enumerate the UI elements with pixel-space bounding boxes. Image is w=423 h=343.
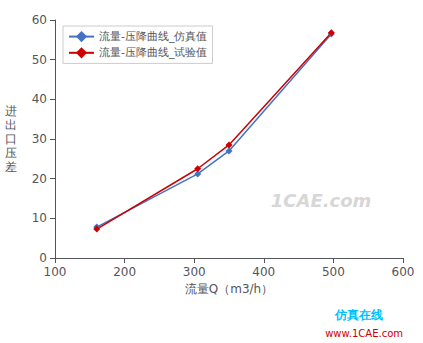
- svg-text:40: 40: [32, 92, 47, 106]
- svg-text:200: 200: [113, 265, 136, 279]
- svg-text:压: 压: [5, 146, 17, 160]
- svg-text:差: 差: [5, 160, 17, 174]
- svg-text:50: 50: [32, 53, 47, 67]
- svg-text:1CAE.com: 1CAE.com: [271, 190, 372, 211]
- svg-text:0: 0: [39, 251, 47, 265]
- svg-text:400: 400: [252, 265, 275, 279]
- svg-text:500: 500: [322, 265, 345, 279]
- svg-text:口: 口: [5, 132, 17, 146]
- svg-text:600: 600: [392, 265, 415, 279]
- svg-text:300: 300: [183, 265, 206, 279]
- svg-text:10: 10: [32, 211, 47, 225]
- svg-text:仿真在线: 仿真在线: [334, 308, 383, 322]
- svg-text:进: 进: [5, 104, 17, 118]
- svg-text:30: 30: [32, 132, 47, 146]
- svg-text:出: 出: [5, 118, 17, 132]
- svg-text:100: 100: [44, 265, 67, 279]
- svg-text:20: 20: [32, 172, 47, 186]
- svg-text:www.1CAE.com: www.1CAE.com: [325, 328, 403, 339]
- svg-text:流量-压降曲线_仿真值: 流量-压降曲线_仿真值: [99, 30, 207, 43]
- svg-text:流量Q（m3/h）: 流量Q（m3/h）: [185, 282, 273, 296]
- svg-text:流量-压降曲线_试验值: 流量-压降曲线_试验值: [99, 46, 207, 59]
- svg-text:60: 60: [32, 13, 47, 27]
